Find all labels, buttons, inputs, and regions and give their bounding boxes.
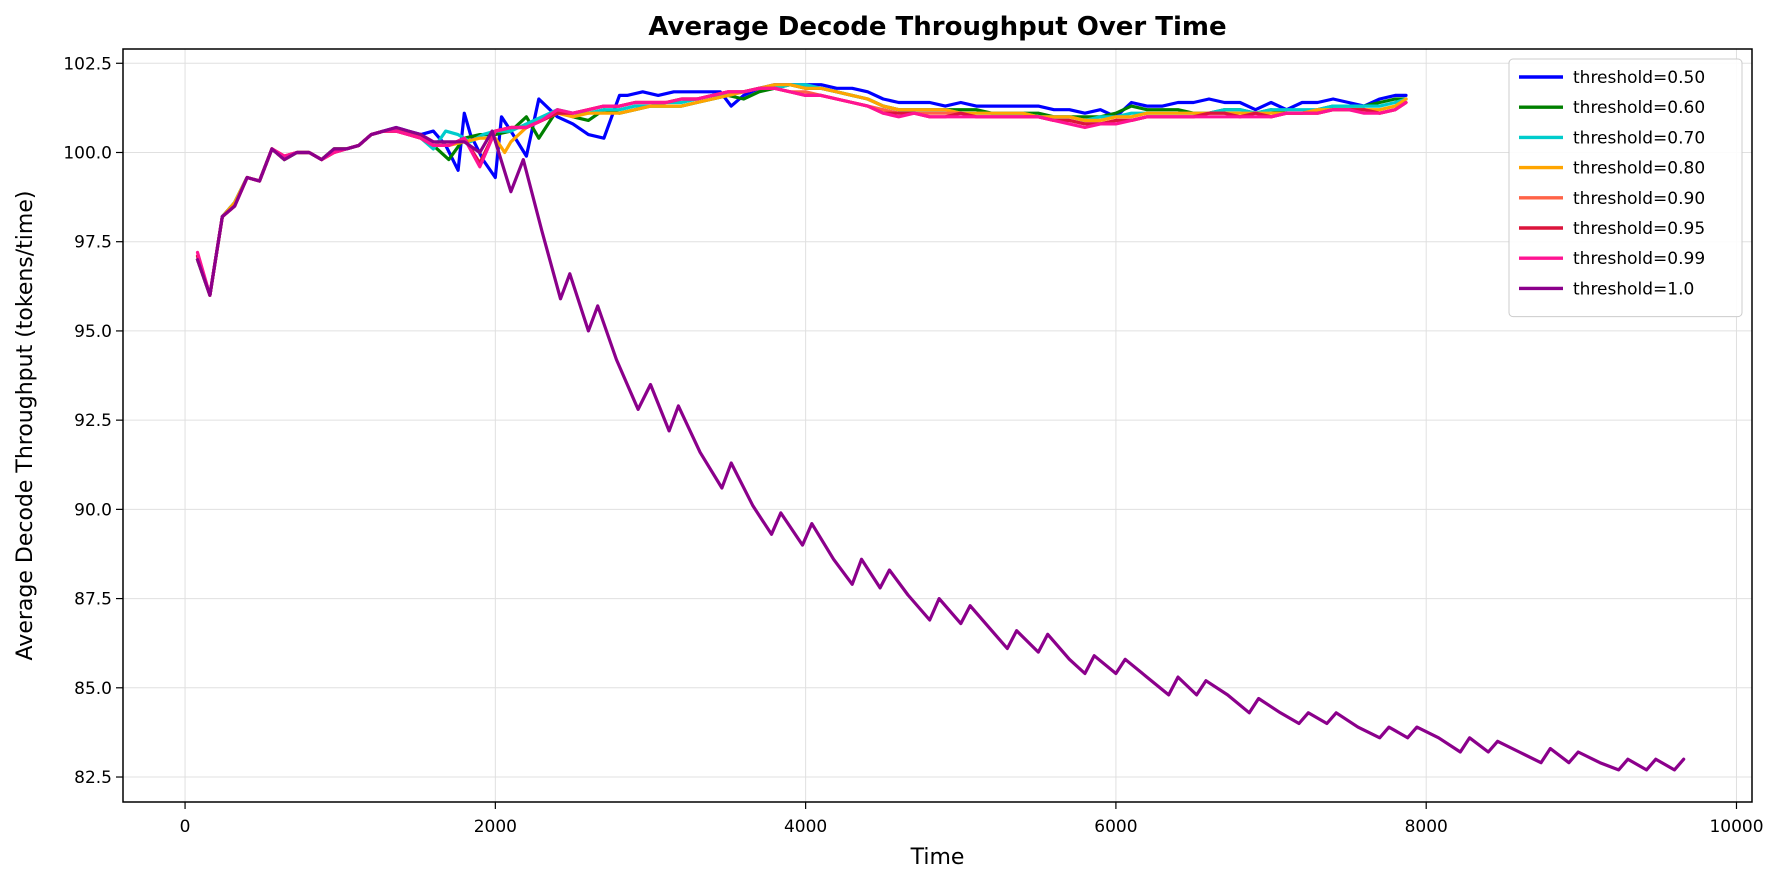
- x-axis-label: Time: [910, 845, 965, 870]
- legend-label-8: threshold=1.0: [1573, 279, 1694, 299]
- legend-label-7: threshold=0.99: [1573, 249, 1705, 269]
- legend-label-2: threshold=0.60: [1573, 98, 1705, 118]
- legend-label-3: threshold=0.70: [1573, 128, 1705, 148]
- ticks-layer: 0 2000 4000 6000 8000 10000 82.5 85.0 87.5 90.0 92…: [63, 54, 1763, 837]
- y-tick-label: 97.5: [74, 233, 112, 253]
- grid-layer: [123, 49, 1752, 802]
- y-tick-label: 102.5: [63, 54, 112, 74]
- plot-frame: [122, 48, 1753, 803]
- x-tick-label: 2000: [474, 817, 517, 837]
- y-tick-label: 82.5: [74, 768, 112, 788]
- legend-label-6: threshold=0.95: [1573, 219, 1705, 239]
- chart-title: Average Decode Throughput Over Time: [648, 12, 1226, 42]
- legend-box: [1508, 58, 1743, 318]
- x-tick-label: 10000: [1709, 817, 1763, 837]
- x-tick-label: 4000: [784, 817, 827, 837]
- y-tick-label: 100.0: [63, 143, 112, 163]
- y-tick-label: 92.5: [74, 411, 112, 431]
- y-tick-label: 85.0: [74, 679, 112, 699]
- x-tick-label: 6000: [1094, 817, 1137, 837]
- series-line-8: [195, 125, 1686, 772]
- y-tick-label: 95.0: [74, 322, 112, 342]
- legend-label-1: threshold=0.50: [1573, 68, 1705, 88]
- y-tick-label: 90.0: [74, 500, 112, 520]
- legend: threshold=0.50 threshold=0.60 threshold=0.…: [1508, 58, 1743, 318]
- y-axis-label: Average Decode Throughput (tokens/time): [13, 191, 38, 661]
- series-layer: [195, 83, 1686, 772]
- legend-label-4: threshold=0.80: [1573, 159, 1705, 179]
- y-tick-label: 87.5: [74, 590, 112, 610]
- legend-label-5: threshold=0.90: [1573, 189, 1705, 209]
- x-tick-label: 0: [180, 817, 191, 837]
- x-tick-label: 8000: [1405, 817, 1448, 837]
